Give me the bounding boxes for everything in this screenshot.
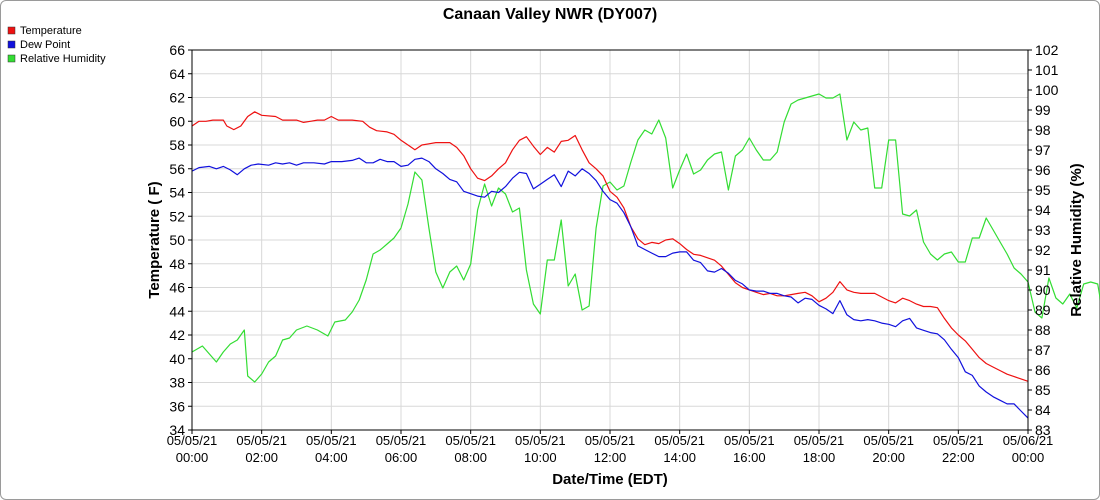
y2-tick-label: 90 xyxy=(1035,282,1051,298)
y-tick-label: 52 xyxy=(169,208,185,224)
y2-tick-label: 85 xyxy=(1035,382,1051,398)
y2-tick-label: 86 xyxy=(1035,362,1051,378)
x-tick-time: 18:00 xyxy=(803,450,836,465)
y-tick-label: 34 xyxy=(169,422,185,438)
x-tick-time: 22:00 xyxy=(942,450,975,465)
y2-axis-ticks: 83 84 85 86 87 88 89 90 91 92 93 94 95 96 97 98 99 100 101… xyxy=(1028,42,1059,438)
x-tick-date: 05/05/21 xyxy=(515,433,566,448)
x-tick-time: 06:00 xyxy=(385,450,418,465)
x-tick-date: 05/06/21 xyxy=(1003,433,1054,448)
y-tick-label: 40 xyxy=(169,351,185,367)
x-tick-time: 08:00 xyxy=(454,450,487,465)
y2-tick-label: 98 xyxy=(1035,122,1051,138)
x-tick-date: 05/05/21 xyxy=(236,433,287,448)
y2-tick-label: 101 xyxy=(1035,62,1059,78)
x-tick-date: 05/05/21 xyxy=(445,433,496,448)
x-tick-date: 05/05/21 xyxy=(654,433,705,448)
y2-tick-label: 93 xyxy=(1035,222,1051,238)
x-axis-label: Date/Time (EDT) xyxy=(552,471,668,488)
y2-tick-label: 99 xyxy=(1035,102,1051,118)
x-tick-time: 00:00 xyxy=(1012,450,1045,465)
relative-humidity-line xyxy=(191,93,1100,383)
y2-tick-label: 88 xyxy=(1035,322,1051,338)
y-tick-label: 48 xyxy=(169,256,185,272)
x-tick-date: 05/05/21 xyxy=(306,433,357,448)
y-tick-label: 38 xyxy=(169,375,185,391)
y-tick-label: 56 xyxy=(169,161,185,177)
y-tick-label: 36 xyxy=(169,398,185,414)
dew-point-line xyxy=(191,157,1029,419)
grid xyxy=(191,49,1029,431)
y-tick-label: 54 xyxy=(169,185,185,201)
legend-label-relative-humidity: Relative Humidity xyxy=(20,53,106,65)
x-axis-ticks: 05/05/21 00:00 05/05/21 02:00 05/05/21 04:00 0… xyxy=(167,430,1054,465)
legend-swatch-temperature xyxy=(7,26,16,35)
y2-tick-label: 92 xyxy=(1035,242,1051,258)
x-tick-time: 16:00 xyxy=(733,450,766,465)
x-tick-time: 04:00 xyxy=(315,450,348,465)
y-axis-ticks: 34 36 38 40 42 44 46 48 50 52 54 56 58 60 62 64 66 xyxy=(169,42,192,438)
y2-tick-label: 87 xyxy=(1035,342,1051,358)
x-tick-time: 10:00 xyxy=(524,450,557,465)
y-tick-label: 50 xyxy=(169,232,185,248)
y2-tick-label: 96 xyxy=(1035,162,1051,178)
legend-swatch-dew-point xyxy=(7,40,16,49)
y2-tick-label: 89 xyxy=(1035,302,1051,318)
y-tick-label: 42 xyxy=(169,327,185,343)
y2-tick-label: 84 xyxy=(1035,402,1051,418)
y-tick-label: 60 xyxy=(169,113,185,129)
x-tick-time: 14:00 xyxy=(663,450,696,465)
x-tick-date: 05/05/21 xyxy=(167,433,218,448)
y2-tick-label: 102 xyxy=(1035,42,1059,58)
y-tick-label: 46 xyxy=(169,280,185,296)
legend-label-temperature: Temperature xyxy=(20,25,82,37)
x-tick-time: 20:00 xyxy=(872,450,905,465)
y2-tick-label: 100 xyxy=(1035,82,1059,98)
legend: Temperature Dew Point Relative Humidity xyxy=(7,25,106,65)
x-tick-time: 12:00 xyxy=(594,450,627,465)
x-tick-time: 02:00 xyxy=(245,450,278,465)
y-tick-label: 44 xyxy=(169,303,185,319)
x-tick-date: 05/05/21 xyxy=(863,433,914,448)
x-tick-time: 00:00 xyxy=(176,450,209,465)
x-tick-date: 05/05/21 xyxy=(724,433,775,448)
legend-label-dew-point: Dew Point xyxy=(20,39,70,51)
x-tick-date: 05/05/21 xyxy=(585,433,636,448)
y2-tick-label: 94 xyxy=(1035,202,1051,218)
temperature-line xyxy=(191,111,1029,382)
series-layer xyxy=(191,93,1100,419)
x-tick-date: 05/05/21 xyxy=(794,433,845,448)
y2-tick-label: 95 xyxy=(1035,182,1051,198)
y2-axis-label: Relative Humidity (%) xyxy=(1068,163,1085,316)
legend-swatch-relative-humidity xyxy=(7,54,16,63)
y-axis-label: Temperature ( F) xyxy=(146,181,163,298)
y-tick-label: 62 xyxy=(169,90,185,106)
y2-tick-label: 97 xyxy=(1035,142,1051,158)
x-tick-date: 05/05/21 xyxy=(933,433,984,448)
y-tick-label: 64 xyxy=(169,66,185,82)
y2-tick-label: 91 xyxy=(1035,262,1051,278)
chart-title: Canaan Valley NWR (DY007) xyxy=(443,6,657,23)
y-tick-label: 66 xyxy=(169,42,185,58)
x-tick-date: 05/05/21 xyxy=(376,433,427,448)
y-tick-label: 58 xyxy=(169,137,185,153)
y2-tick-label: 83 xyxy=(1035,422,1051,438)
